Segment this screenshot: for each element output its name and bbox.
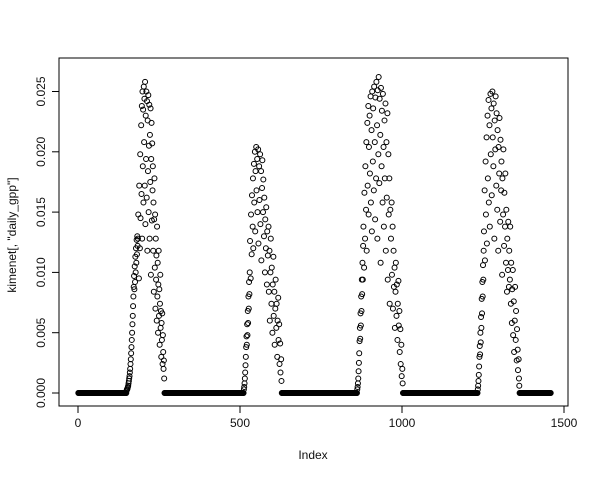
data-points	[75, 74, 554, 396]
x-tick-label: 0	[75, 416, 82, 430]
y-tick-label: 0.010	[34, 257, 48, 287]
y-tick-label: 0.005	[34, 317, 48, 347]
y-tick-label: 0.000	[34, 378, 48, 408]
x-tick-label: 1000	[389, 416, 416, 430]
x-axis-label: Index	[298, 448, 327, 462]
y-axis-label: kimenet[, "daily_gpp"]	[5, 177, 19, 292]
y-axis-ticks: 0.000 0.005 0.010 0.015 0.020 0.025	[34, 76, 59, 408]
y-tick-label: 0.020	[34, 136, 48, 166]
x-axis-ticks: 0 500 1000 1500	[75, 406, 578, 430]
x-tick-label: 500	[230, 416, 250, 430]
x-tick-label: 1500	[551, 416, 578, 430]
y-tick-label: 0.015	[34, 197, 48, 227]
y-tick-label: 0.025	[34, 76, 48, 106]
plot-frame	[58, 57, 569, 407]
